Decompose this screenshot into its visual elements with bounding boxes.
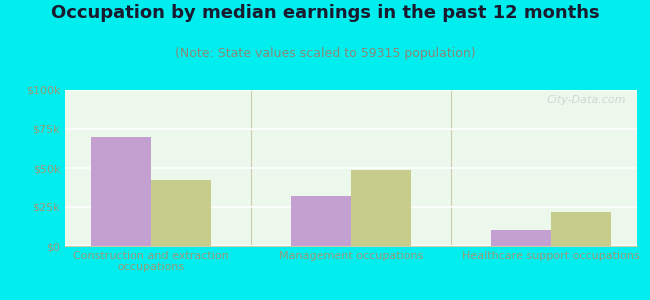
Bar: [291, 196, 351, 246]
Bar: [91, 137, 151, 246]
Text: (Note: State values scaled to 59315 population): (Note: State values scaled to 59315 popu…: [175, 46, 475, 59]
Bar: [151, 181, 211, 246]
Text: City-Data.com: City-Data.com: [546, 95, 625, 105]
Text: Occupation by median earnings in the past 12 months: Occupation by median earnings in the pas…: [51, 4, 599, 22]
Bar: [551, 212, 611, 246]
Bar: [491, 230, 551, 246]
Bar: [351, 169, 411, 246]
